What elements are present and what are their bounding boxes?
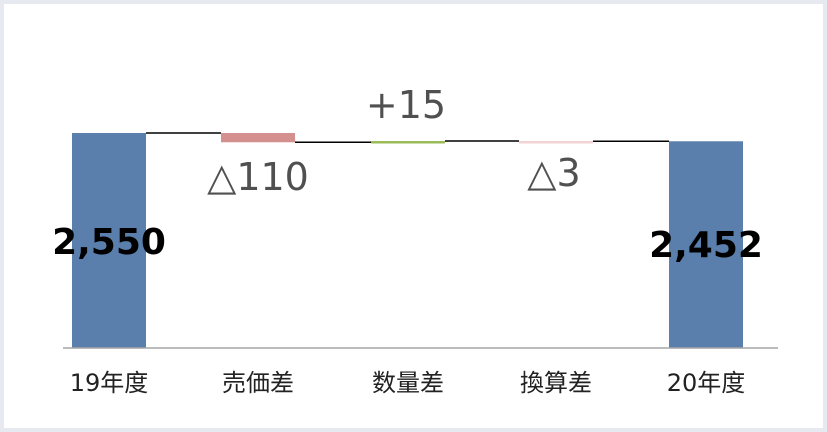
bar-1 <box>72 133 146 348</box>
category-label-3: 数量差 <box>372 369 444 397</box>
bar-3 <box>371 141 445 144</box>
value-label-3: +15 <box>366 83 446 127</box>
bar-4 <box>519 141 593 144</box>
value-label-5: 2,452 <box>649 225 763 266</box>
category-label-1: 19年度 <box>70 369 149 397</box>
category-label-4: 換算差 <box>520 369 592 397</box>
value-label-2: △110 <box>207 155 309 199</box>
category-label-5: 20年度 <box>667 369 746 397</box>
value-label-4: △3 <box>527 151 580 195</box>
category-label-2: 売価差 <box>222 369 294 397</box>
bar-5 <box>669 141 743 348</box>
value-label-1: 2,550 <box>52 222 166 263</box>
bar-2 <box>221 133 295 143</box>
